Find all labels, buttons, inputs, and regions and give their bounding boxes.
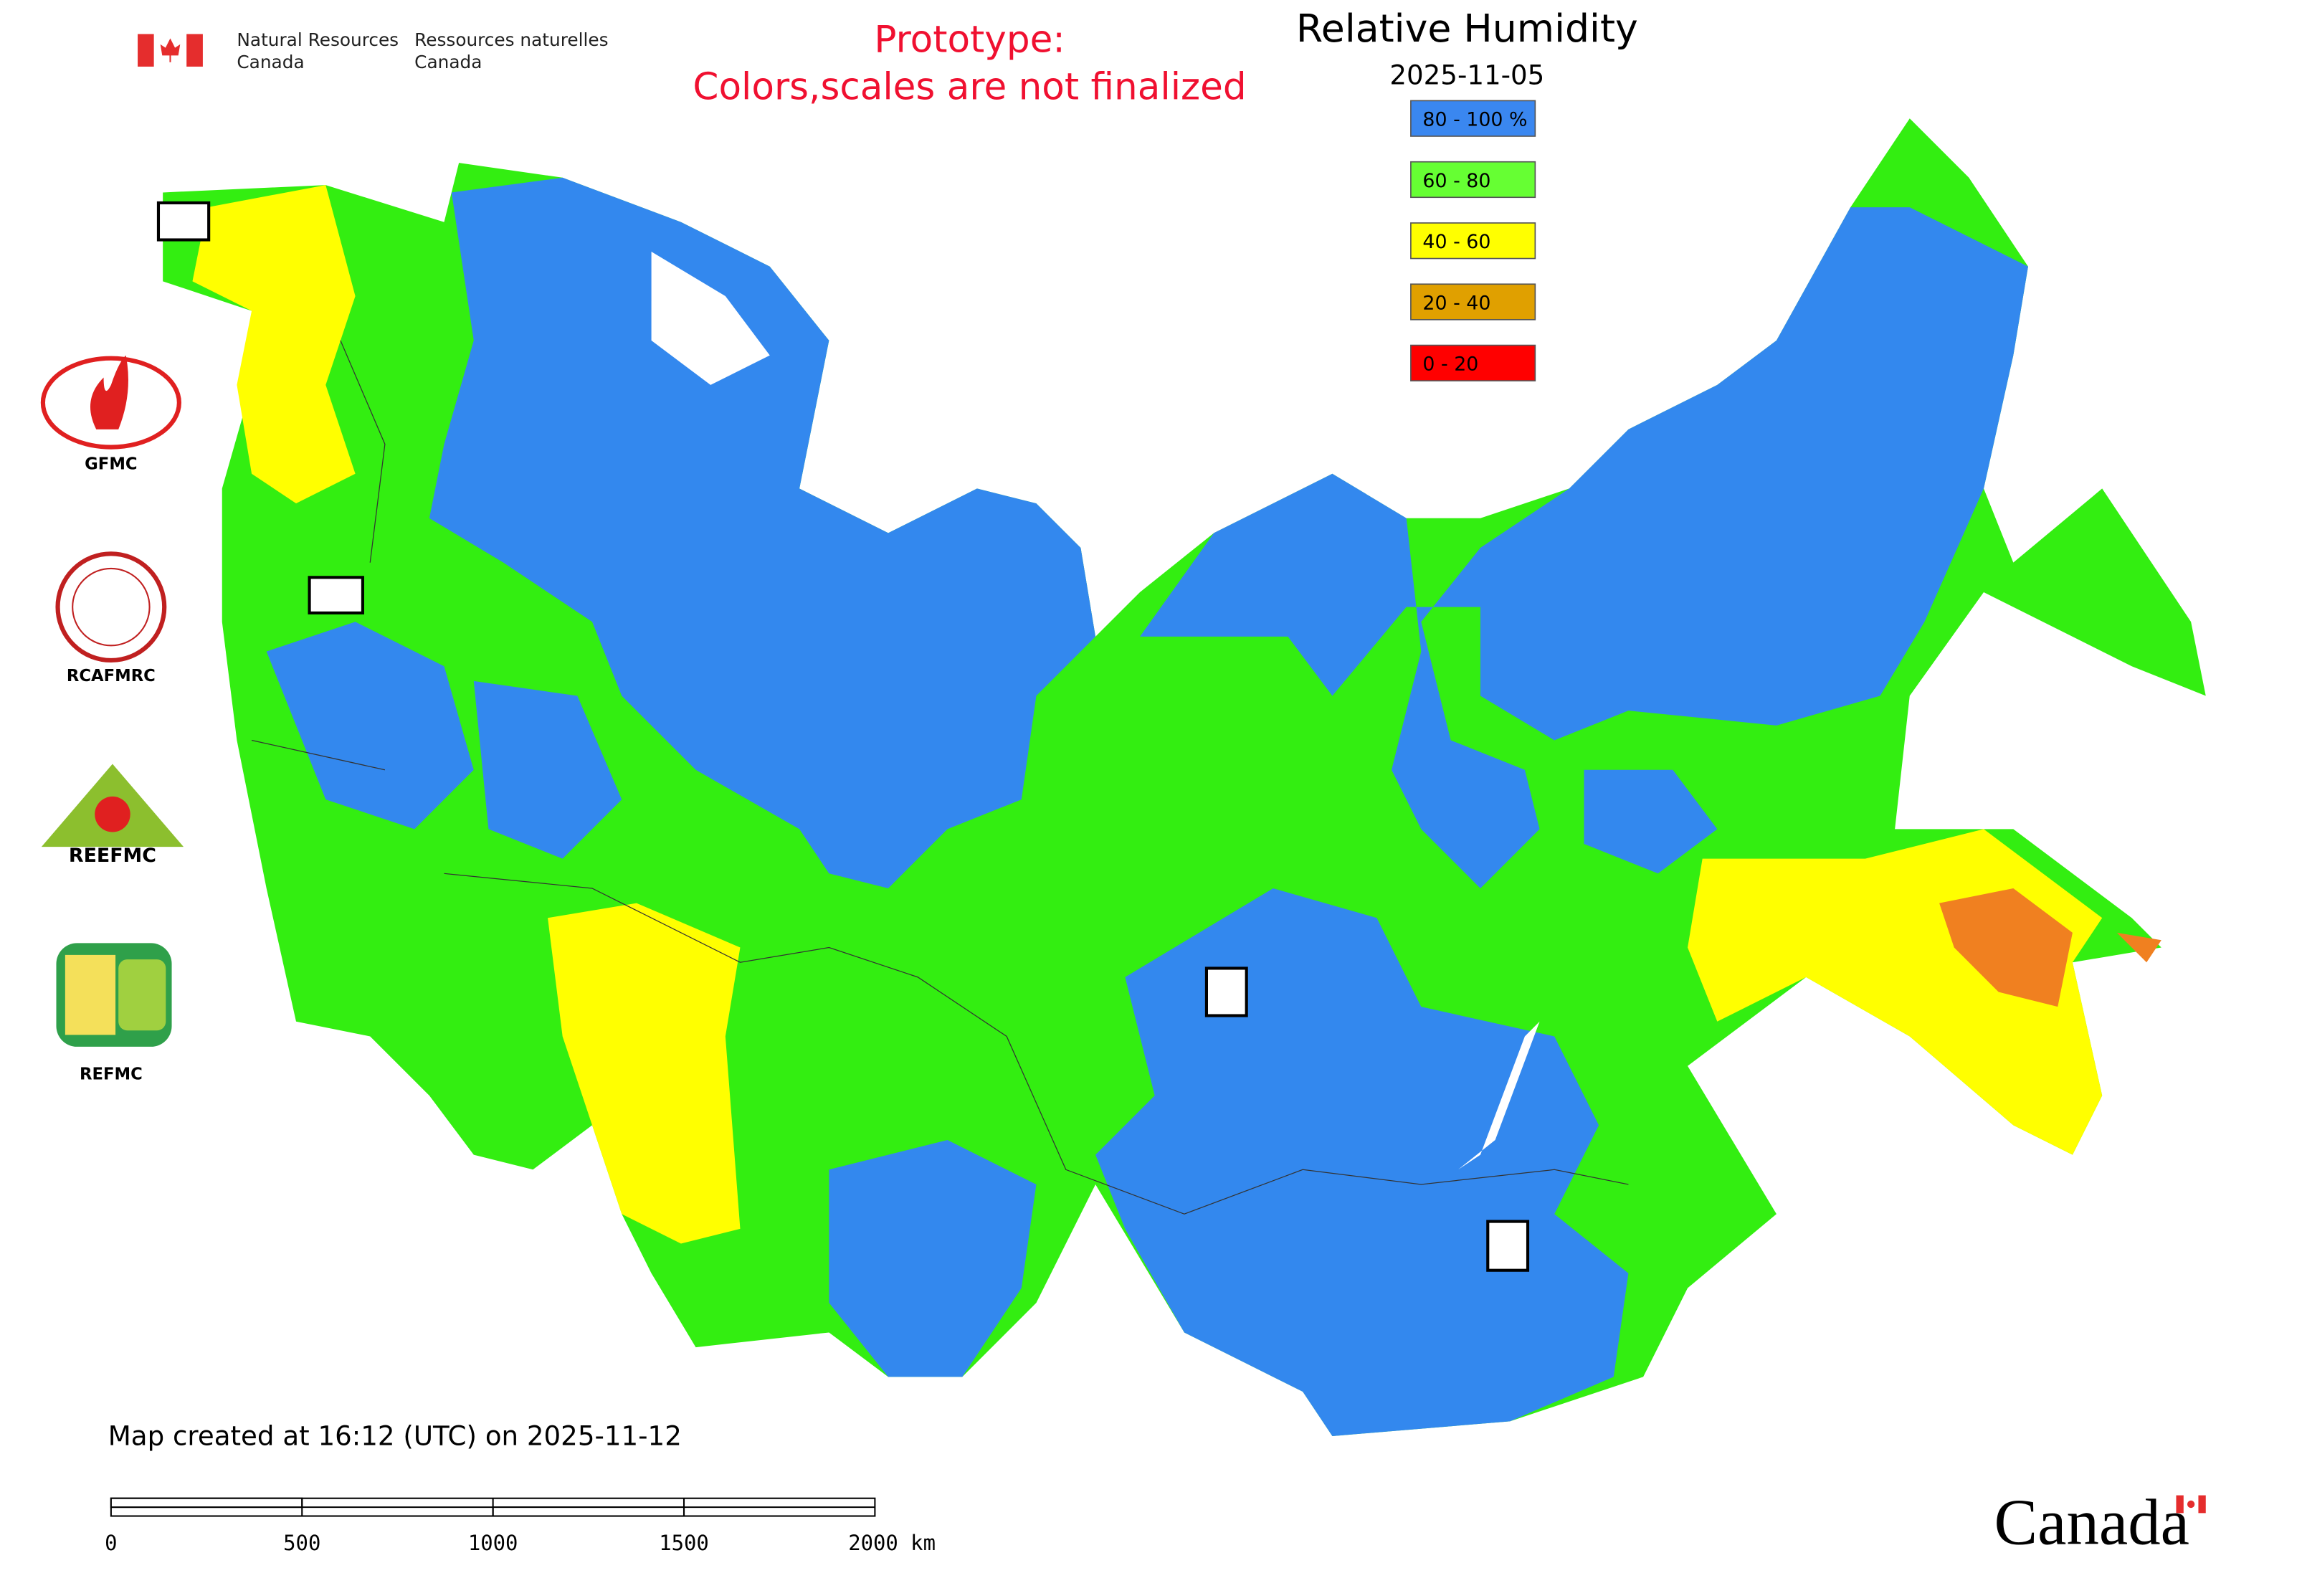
agency-en: Natural Resources xyxy=(237,29,399,50)
logo-label: GFMC xyxy=(85,455,137,474)
created-note: Map created at 16:12 (UTC) on 2025-11-12 xyxy=(108,1420,682,1451)
flag xyxy=(138,34,203,67)
agency-fr: Canada xyxy=(414,52,482,72)
scale-label: 2000 km xyxy=(848,1531,936,1555)
scale-bar xyxy=(110,1497,876,1517)
title: Relative Humidity xyxy=(1296,6,1638,51)
logo-label: REFMC xyxy=(80,1065,143,1083)
canada-wordmark: Canada xyxy=(1994,1486,2189,1559)
scale-label: 1500 xyxy=(659,1531,709,1555)
agency-en: Canada xyxy=(237,52,304,72)
scale-label: 1000 xyxy=(468,1531,518,1555)
prototype-note: Colors,scales are not finalized xyxy=(693,65,1246,108)
prototype-note: Prototype: xyxy=(874,18,1065,61)
legend: 80 - 100 % 60 - 80 40 - 60 20 - 40 0 - 20 xyxy=(1410,100,1536,381)
legend-swatch xyxy=(1410,161,1536,199)
legend-label: 0 - 20 xyxy=(1422,353,1478,376)
scale-labels: 0 500 1000 1500 2000 km xyxy=(105,1531,936,1555)
scale-label: 0 xyxy=(105,1531,117,1555)
date: 2025-11-05 xyxy=(1389,60,1544,91)
legend-swatch xyxy=(1410,100,1536,137)
wordmark-flag xyxy=(2176,1495,2206,1514)
legend-label: 20 - 40 xyxy=(1422,292,1490,314)
legend-swatch xyxy=(1410,222,1536,260)
legend-swatch xyxy=(1410,344,1536,381)
logo-label: RCAFMRC xyxy=(67,667,156,685)
agency-fr: Ressources naturelles xyxy=(414,29,608,50)
scale-label: 500 xyxy=(283,1531,320,1555)
logo-rcafmrc: RCAFMRC xyxy=(55,551,167,685)
logo-gfmc: GFMC xyxy=(40,355,181,474)
logo-reefmc: REEFMC xyxy=(41,764,184,867)
legend-swatch xyxy=(1410,283,1536,320)
legend-label: 40 - 60 xyxy=(1422,231,1490,253)
logo-refmc: REFMC xyxy=(56,943,172,1083)
map xyxy=(163,118,2206,1436)
legend-label: 80 - 100 % xyxy=(1422,109,1527,131)
legend-label: 60 - 80 xyxy=(1422,170,1490,192)
logo-label: REEFMC xyxy=(69,845,156,867)
map-marker xyxy=(156,201,1530,1272)
